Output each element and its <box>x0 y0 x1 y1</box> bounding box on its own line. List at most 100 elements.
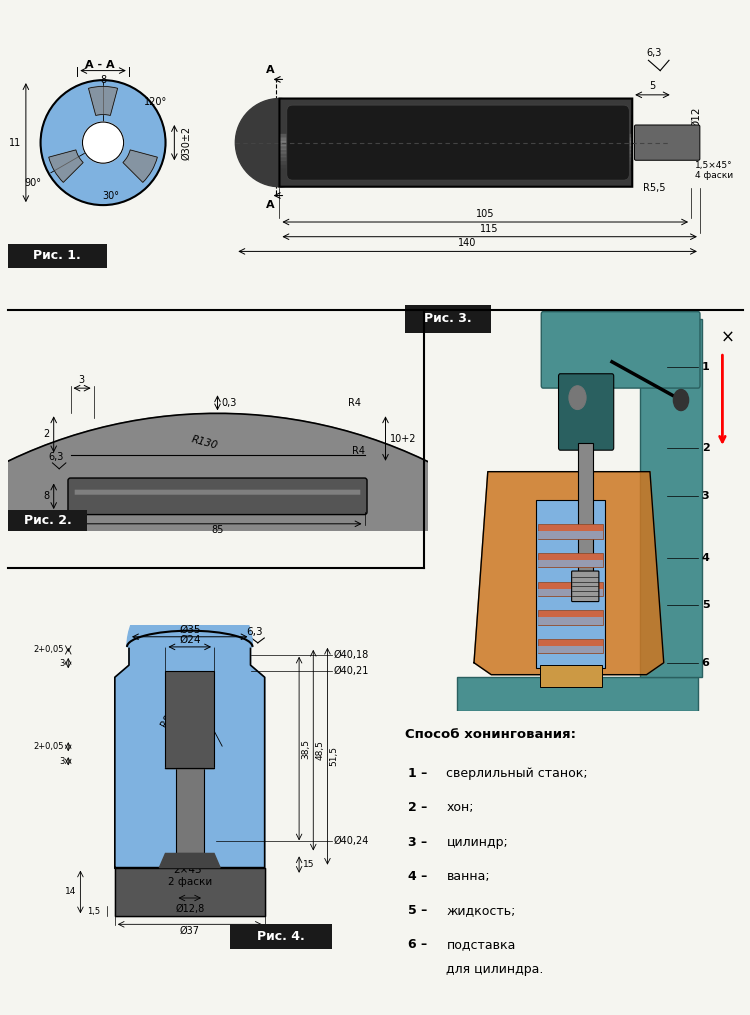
Text: Ø35: Ø35 <box>179 624 200 634</box>
Text: 3: 3 <box>58 757 64 765</box>
Text: Рис. 4.: Рис. 4. <box>257 930 304 943</box>
Text: A - A: A - A <box>85 61 114 70</box>
Text: A: A <box>266 65 275 75</box>
Wedge shape <box>49 150 83 183</box>
Text: Ø40,21: Ø40,21 <box>334 666 369 676</box>
FancyBboxPatch shape <box>68 478 367 515</box>
Text: 6,3: 6,3 <box>246 627 262 636</box>
FancyBboxPatch shape <box>280 148 632 157</box>
Text: 3: 3 <box>79 375 85 385</box>
Text: 85: 85 <box>211 526 223 536</box>
Text: 6,3: 6,3 <box>20 514 34 523</box>
Text: 5: 5 <box>702 601 709 610</box>
Text: 140: 140 <box>458 239 477 249</box>
Circle shape <box>236 98 323 187</box>
Text: 2 –: 2 – <box>409 802 428 814</box>
Polygon shape <box>0 413 700 896</box>
Bar <box>578 443 593 577</box>
Polygon shape <box>115 645 265 868</box>
Text: 2+0,05: 2+0,05 <box>34 646 64 655</box>
Bar <box>538 553 603 567</box>
Text: Ø40,24: Ø40,24 <box>334 836 369 847</box>
Text: 6: 6 <box>702 658 709 668</box>
Wedge shape <box>88 86 118 116</box>
Text: 0,3: 0,3 <box>222 398 237 408</box>
Text: 105: 105 <box>476 209 494 219</box>
Text: Ø12: Ø12 <box>691 107 701 128</box>
FancyBboxPatch shape <box>572 571 599 602</box>
Bar <box>538 638 603 654</box>
Text: Ø40,18: Ø40,18 <box>334 650 369 660</box>
FancyBboxPatch shape <box>286 106 629 180</box>
Polygon shape <box>160 854 220 868</box>
Text: R80±10: R80±10 <box>160 690 188 729</box>
FancyBboxPatch shape <box>634 125 700 160</box>
Bar <box>538 524 603 539</box>
Text: 2: 2 <box>702 443 709 453</box>
Text: 4 –: 4 – <box>409 870 428 883</box>
Text: R5,5: R5,5 <box>644 183 666 193</box>
FancyBboxPatch shape <box>457 677 698 710</box>
Text: 11: 11 <box>202 715 214 725</box>
Text: R4: R4 <box>348 398 361 408</box>
Text: Ø37: Ø37 <box>180 926 200 936</box>
FancyBboxPatch shape <box>280 98 632 187</box>
Text: подставка: подставка <box>446 938 516 951</box>
Circle shape <box>568 386 586 410</box>
Text: 5 –: 5 – <box>409 903 428 917</box>
Text: 1 –: 1 – <box>409 767 428 781</box>
Text: R4: R4 <box>352 447 365 456</box>
Text: 51,5: 51,5 <box>329 746 338 766</box>
Text: 2+0,05: 2+0,05 <box>34 742 64 751</box>
Wedge shape <box>123 150 158 183</box>
Bar <box>538 617 603 624</box>
Text: 1,5: 1,5 <box>88 906 100 916</box>
Text: 3: 3 <box>702 490 709 500</box>
Text: Ø30±2: Ø30±2 <box>182 126 192 159</box>
FancyBboxPatch shape <box>75 489 360 494</box>
Text: 5: 5 <box>649 81 656 91</box>
Bar <box>538 532 603 539</box>
Text: 6,3: 6,3 <box>48 452 64 462</box>
Bar <box>538 582 603 596</box>
Text: R130: R130 <box>190 434 219 451</box>
Text: ×: × <box>721 329 734 347</box>
FancyBboxPatch shape <box>8 510 87 531</box>
Text: 30°: 30° <box>102 191 119 201</box>
Text: 3 –: 3 – <box>409 835 428 849</box>
Text: цилиндр;: цилиндр; <box>446 835 509 849</box>
Bar <box>538 560 603 567</box>
Text: Рис. 2.: Рис. 2. <box>23 514 71 527</box>
Text: Рис. 3.: Рис. 3. <box>424 313 472 326</box>
Text: 6,3: 6,3 <box>646 48 662 58</box>
Text: 6 –: 6 – <box>409 938 428 951</box>
Text: хон;: хон; <box>446 802 474 814</box>
Polygon shape <box>474 472 664 675</box>
FancyBboxPatch shape <box>280 152 632 161</box>
Text: 1: 1 <box>702 361 709 371</box>
FancyBboxPatch shape <box>542 312 700 388</box>
Text: 4: 4 <box>702 552 709 562</box>
Polygon shape <box>115 868 265 917</box>
Bar <box>538 610 603 624</box>
Text: 11: 11 <box>8 138 21 147</box>
Bar <box>166 671 214 768</box>
Wedge shape <box>127 584 253 647</box>
Bar <box>538 589 603 596</box>
Text: 1,5×45°
4 фаски: 1,5×45° 4 фаски <box>694 160 733 181</box>
Text: Способ хонингования:: Способ хонингования: <box>405 728 576 741</box>
FancyBboxPatch shape <box>280 137 632 146</box>
Text: жидкость;: жидкость; <box>446 903 516 917</box>
Text: 3: 3 <box>58 659 64 668</box>
Text: 8: 8 <box>44 491 50 501</box>
Text: ванна;: ванна; <box>446 870 490 883</box>
FancyBboxPatch shape <box>280 134 632 143</box>
Circle shape <box>82 122 124 163</box>
Text: 8: 8 <box>100 75 106 85</box>
Bar <box>536 500 605 668</box>
Text: 2: 2 <box>44 429 50 439</box>
Text: 2×45°
2 фаски: 2×45° 2 фаски <box>168 865 212 886</box>
Circle shape <box>674 390 688 410</box>
FancyBboxPatch shape <box>405 304 491 333</box>
Text: сверлильный станок;: сверлильный станок; <box>446 767 588 781</box>
